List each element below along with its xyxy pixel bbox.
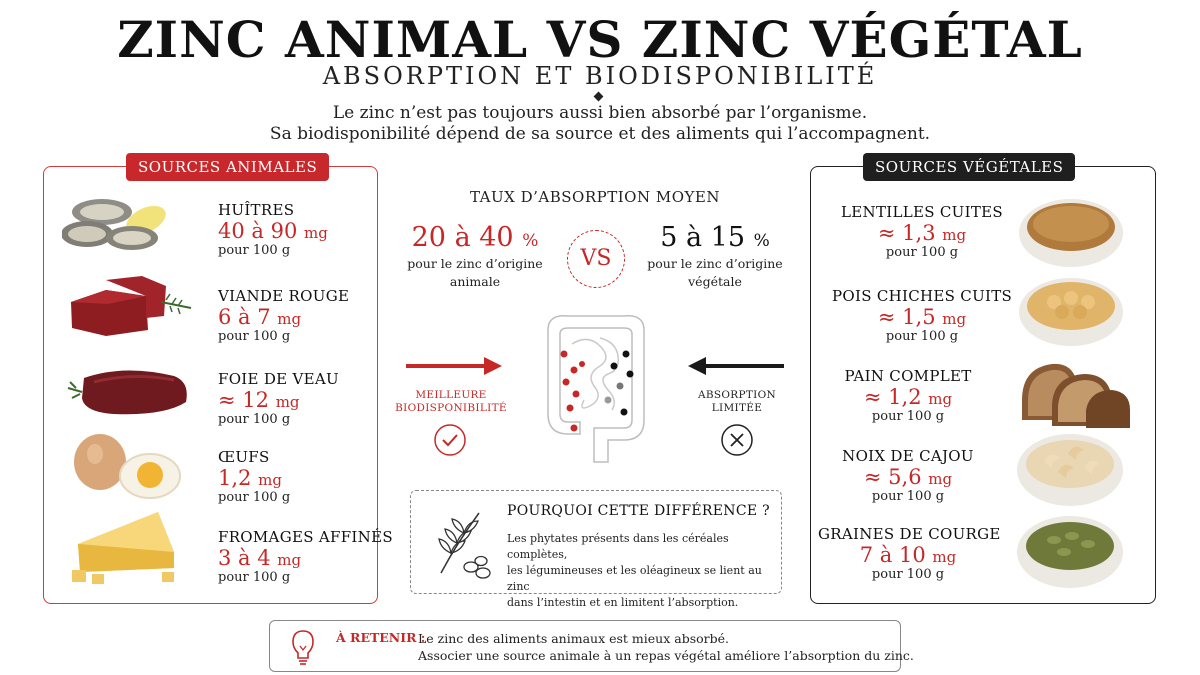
zinc-value: ≈ 12 mg: [218, 388, 300, 412]
chickpeas-icon: [1019, 278, 1123, 346]
zinc-value: 6 à 7 mg: [218, 305, 302, 329]
intro-text: Le zinc n’est pas toujours aussi bien ab…: [0, 103, 1200, 145]
cheese-icon: [72, 512, 174, 584]
check-icon: [434, 424, 466, 456]
animal-sources-tag: SOURCES ANIMALES: [126, 153, 330, 181]
red-meat-icon: [71, 276, 192, 336]
food-item-aged-cheese: FROMAGES AFFINÉS 3 à 4 mg pour 100 g: [218, 528, 393, 585]
portion-label: pour 100 g: [218, 490, 291, 505]
page-subtitle: ABSORPTION ET BIODISPONIBILITÉ: [322, 62, 878, 90]
food-item-red-meat: VIANDE ROUGE 6 à 7 mg pour 100 g: [218, 287, 349, 344]
page-title: ZINC ANIMAL VS ZINC VÉGÉTAL: [117, 10, 1083, 69]
takeaway-box: À RETENIR : Le zinc des aliments animaux…: [269, 620, 914, 672]
liver-icon: [67, 370, 187, 415]
food-name: PAIN COMPLET: [844, 367, 972, 385]
lentils-icon: [1019, 199, 1123, 267]
absorption-heading: TAUX D’ABSORPTION MOYEN: [470, 188, 720, 206]
intestine-icon: [547, 315, 645, 463]
food-item-pumpkin-seeds: GRAINES DE COURGE 7 à 10 mg pour 100 g: [818, 525, 1001, 582]
portion-label: pour 100 g: [218, 329, 291, 344]
food-name: VIANDE ROUGE: [218, 287, 350, 305]
zinc-value: 7 à 10 mg: [859, 543, 957, 567]
food-item-calf-liver: FOIE DE VEAU ≈ 12 mg pour 100 g: [218, 370, 339, 427]
intro-line-1: Le zinc n’est pas toujours aussi bien ab…: [332, 103, 868, 123]
portion-label: pour 100 g: [871, 409, 945, 424]
egg-icon: [74, 434, 181, 499]
zinc-value: ≈ 1,3 mg: [877, 221, 967, 245]
food-name: GRAINES DE COURGE: [818, 525, 1001, 543]
better-bioavailability-label: MEILLEURE BIODISPONIBILITÉ: [395, 389, 507, 414]
zinc-value: 3 à 4 mg: [218, 546, 302, 570]
vs-badge: VS: [567, 230, 625, 288]
food-name: FOIE DE VEAU: [218, 370, 339, 388]
lightbulb-icon: [292, 630, 314, 665]
intro-line-2: Sa biodisponibilité dépend de sa source …: [269, 124, 931, 144]
food-name: LENTILLES CUITES: [841, 203, 1003, 221]
vegetal-sources-tag: SOURCES VÉGÉTALES: [863, 153, 1076, 181]
portion-label: pour 100 g: [218, 412, 291, 427]
divider-diamond: [593, 91, 604, 102]
portion-label: pour 100 g: [871, 489, 945, 504]
portion-label: pour 100 g: [871, 567, 945, 582]
food-item-oysters: HUÎTRES 40 à 90 mg pour 100 g: [218, 201, 328, 258]
zinc-value: ≈ 1,5 mg: [877, 305, 967, 329]
why-difference-box: POURQUOI CETTE DIFFÉRENCE ? Les phytates…: [410, 490, 782, 609]
zinc-value: ≈ 1,2 mg: [863, 385, 953, 409]
animal-absorption-rate: 20 à 40 % pour le zinc d’origine animale: [407, 222, 543, 289]
takeaway-label: À RETENIR :: [336, 630, 426, 645]
arrow-left-dark-icon: [688, 357, 784, 375]
limited-absorption-label: ABSORPTION LIMITÉE: [697, 389, 777, 414]
portion-label: pour 100 g: [218, 570, 291, 585]
wheat-seeds-icon: [438, 512, 491, 579]
food-item-chickpeas: POIS CHICHES CUITS ≈ 1,5 mg pour 100 g: [832, 287, 1012, 344]
food-item-cashews: NOIX DE CAJOU ≈ 5,6 mg pour 100 g: [818, 447, 998, 504]
food-name: FROMAGES AFFINÉS: [218, 528, 393, 546]
animal-sources-panel: SOURCES ANIMALES: [43, 153, 378, 604]
arrow-right-red-icon: [406, 357, 502, 375]
food-name: ŒUFS: [218, 448, 270, 466]
portion-label: pour 100 g: [885, 329, 959, 344]
cross-icon: [721, 424, 753, 456]
bread-icon: [1022, 363, 1130, 428]
takeaway-text: Le zinc des aliments animaux est mieux a…: [418, 631, 914, 663]
why-text: Les phytates présents dans les céréales …: [507, 532, 762, 609]
zinc-value: 40 à 90 mg: [218, 219, 328, 243]
zinc-value: 1,2 mg: [218, 466, 282, 490]
zinc-value: ≈ 5,6 mg: [863, 465, 953, 489]
food-name: HUÎTRES: [218, 201, 295, 219]
vegetal-sources-panel: SOURCES VÉGÉTALES: [810, 153, 1156, 604]
why-title: POURQUOI CETTE DIFFÉRENCE ?: [507, 503, 770, 519]
food-item-lentils: LENTILLES CUITES ≈ 1,3 mg pour 100 g: [832, 203, 1012, 260]
cashew-icon: [1017, 434, 1123, 506]
vegetal-absorption-rate: 5 à 15 % pour le zinc d’origine végétale: [647, 222, 783, 289]
pumpkin-seeds-icon: [1017, 516, 1123, 588]
food-item-eggs: ŒUFS 1,2 mg pour 100 g: [218, 448, 290, 505]
oyster-icon: [62, 199, 166, 250]
food-name: POIS CHICHES CUITS: [832, 287, 1013, 305]
portion-label: pour 100 g: [218, 243, 291, 258]
portion-label: pour 100 g: [885, 245, 959, 260]
food-name: NOIX DE CAJOU: [842, 447, 974, 465]
food-item-wholegrain-bread: PAIN COMPLET ≈ 1,2 mg pour 100 g: [818, 367, 998, 424]
